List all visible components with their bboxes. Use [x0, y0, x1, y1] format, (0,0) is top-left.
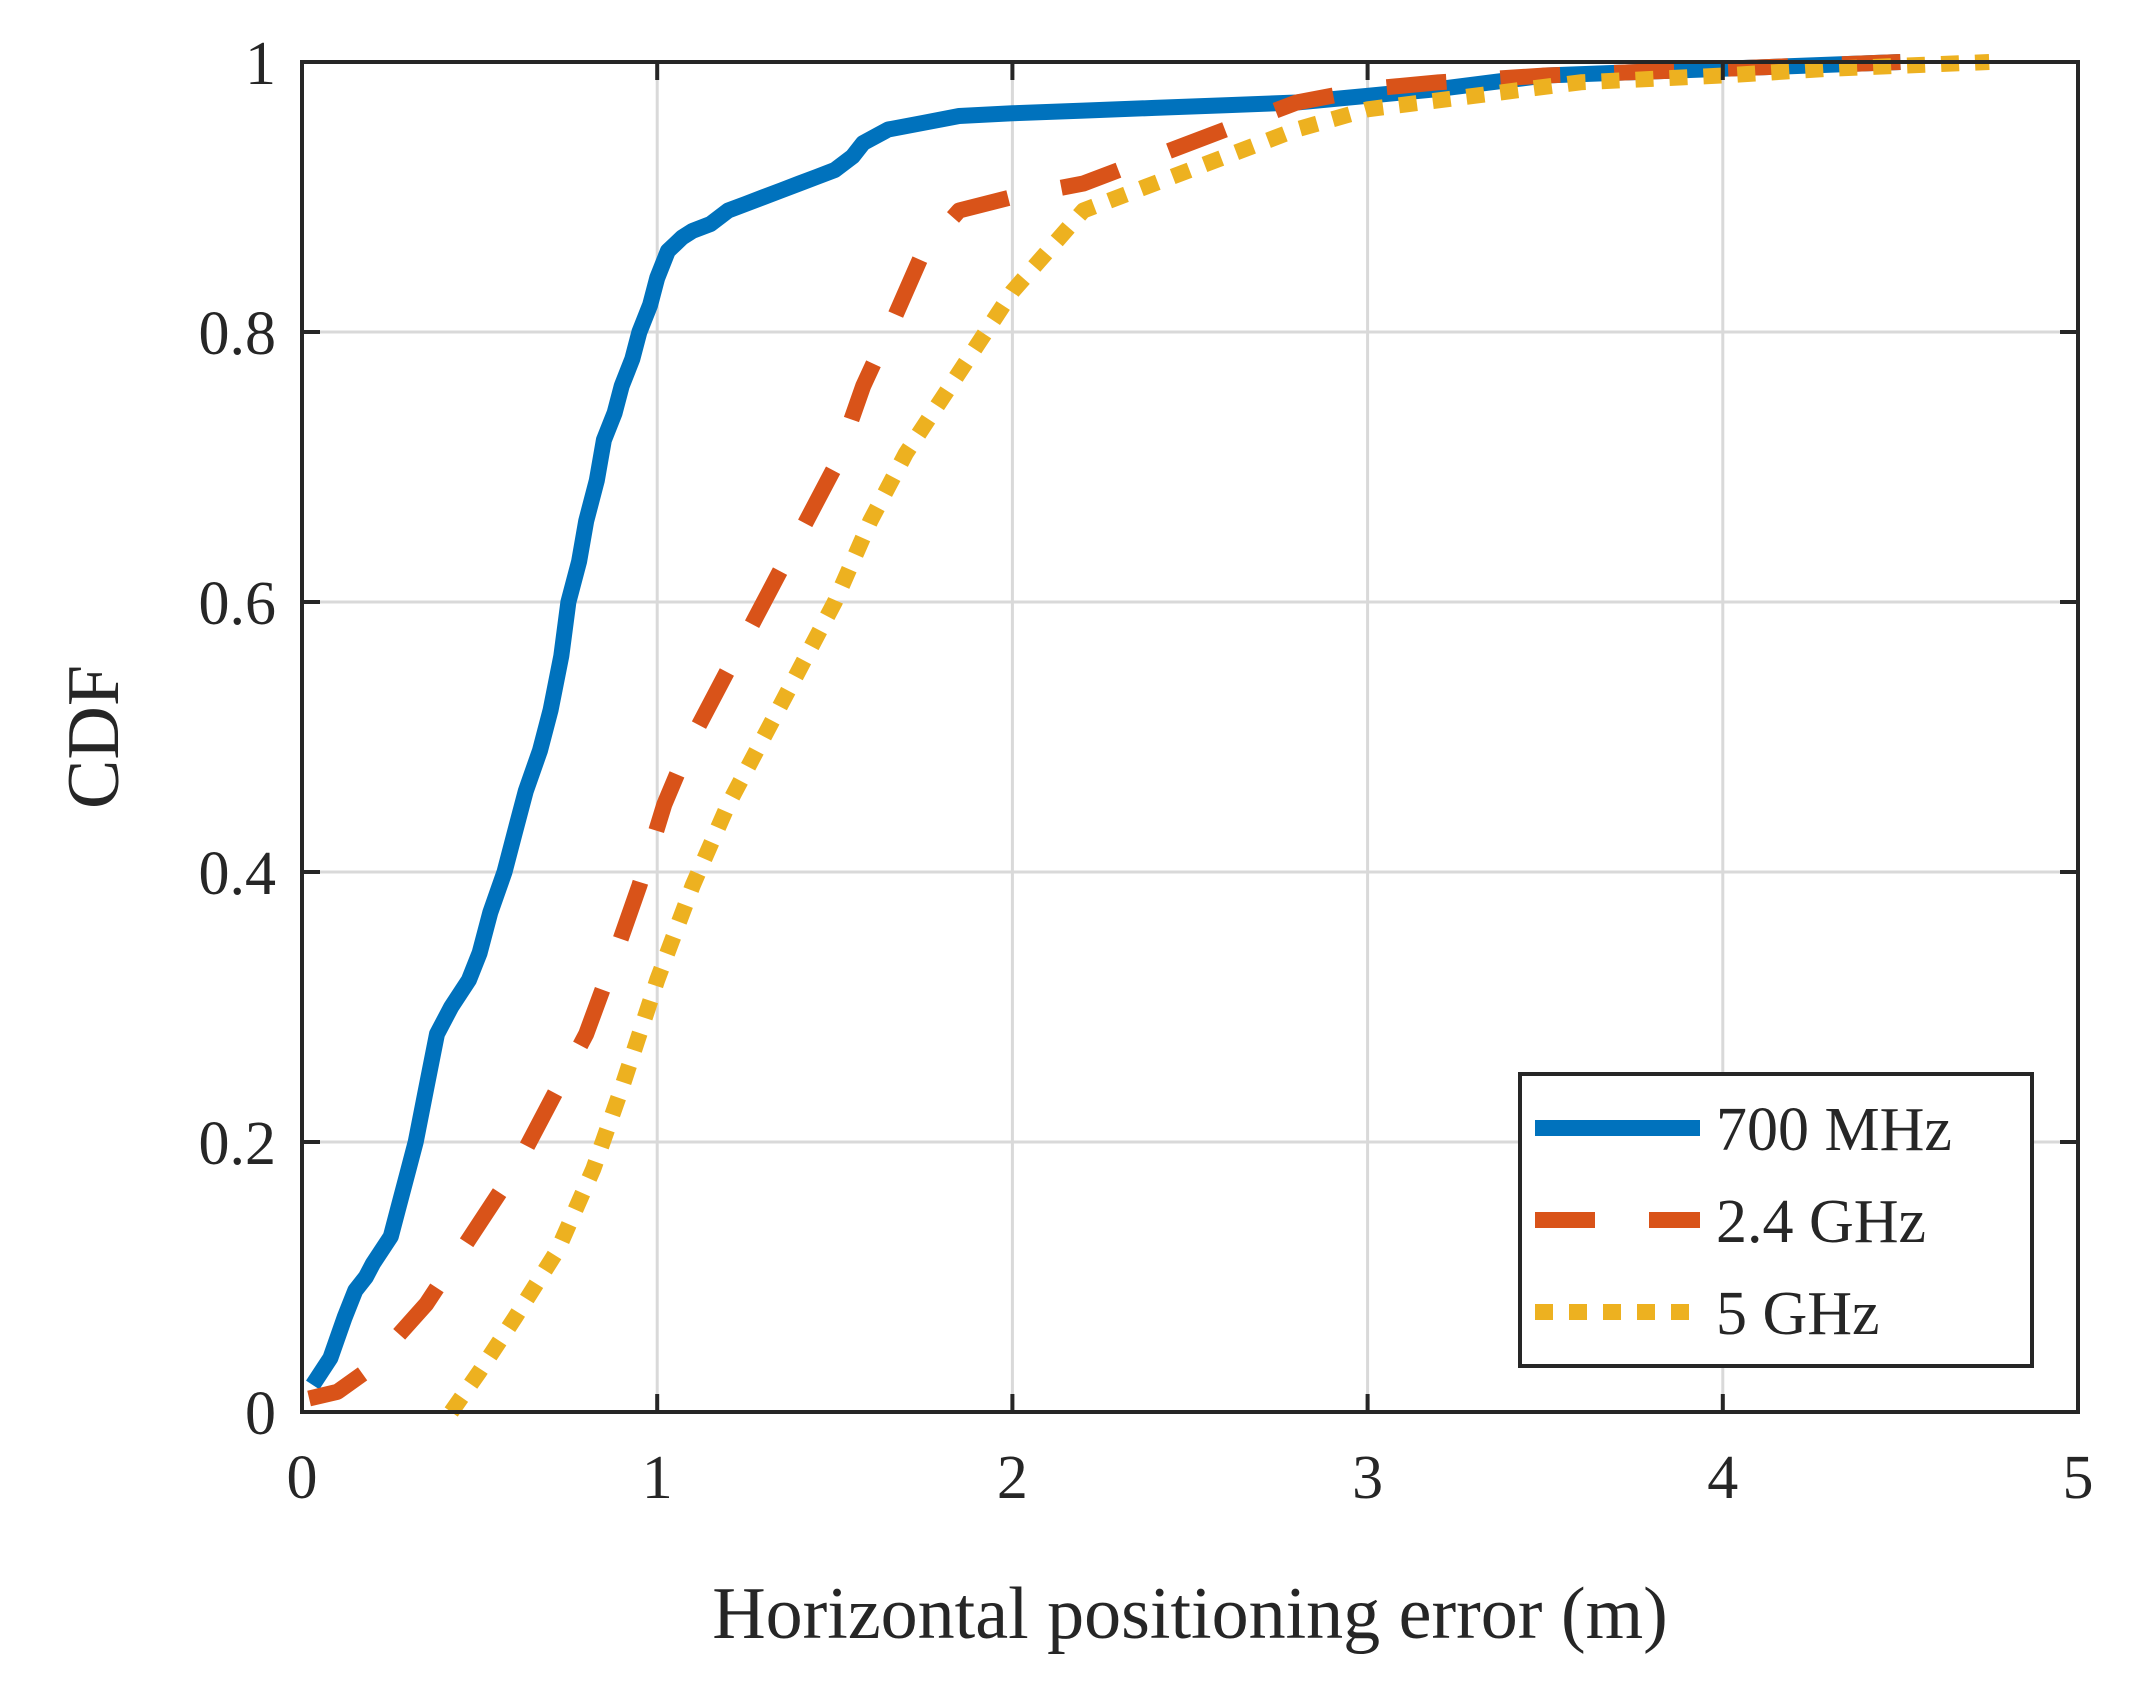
legend-label-2-4ghz: 2.4 GHz: [1716, 1188, 1926, 1256]
legend-label-700mhz: 700 MHz: [1716, 1096, 1952, 1164]
x-tick-label: 1: [642, 1444, 673, 1512]
x-tick-label: 4: [1707, 1444, 1738, 1512]
y-axis-title: CDF: [53, 665, 135, 809]
y-tick-label: 0: [245, 1380, 276, 1448]
axis-tick-labels: 0 1 2 3 4 5 0 0.2 0.4 0.6 0.8 1: [199, 30, 2094, 1512]
x-tick-label: 2: [997, 1444, 1028, 1512]
y-tick-label: 0.2: [199, 1110, 277, 1178]
legend: 700 MHz 2.4 GHz 5 GHz: [1518, 1072, 2034, 1368]
series-line-700mhz: [306, 54, 1901, 1390]
x-tick-label: 5: [2063, 1444, 2094, 1512]
series-line-2-4ghz: [307, 54, 1901, 1407]
series-line-5ghz: [444, 54, 1990, 1417]
axes-box: [300, 60, 2080, 1414]
series-layer: [306, 54, 1990, 1417]
x-tick-label: 3: [1352, 1444, 1383, 1512]
axis-ticks: [300, 60, 2080, 1414]
y-tick-label: 0.8: [199, 300, 277, 368]
x-axis-title: Horizontal positioning error (m): [712, 1573, 1668, 1655]
y-tick-label: 1: [245, 30, 276, 98]
legend-label-5ghz: 5 GHz: [1716, 1280, 1880, 1348]
y-tick-label: 0.6: [199, 570, 277, 638]
y-tick-label: 0.4: [199, 840, 277, 908]
x-tick-label: 0: [287, 1444, 318, 1512]
